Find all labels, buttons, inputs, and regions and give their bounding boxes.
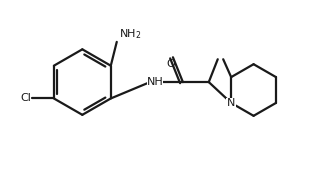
Bar bbox=[147, 77, 163, 87]
Text: NH$_2$: NH$_2$ bbox=[119, 27, 141, 41]
Text: O: O bbox=[166, 59, 175, 69]
Text: Cl: Cl bbox=[20, 93, 31, 103]
Bar bbox=[226, 98, 236, 108]
Text: NH: NH bbox=[147, 77, 163, 87]
Text: N: N bbox=[227, 98, 235, 108]
